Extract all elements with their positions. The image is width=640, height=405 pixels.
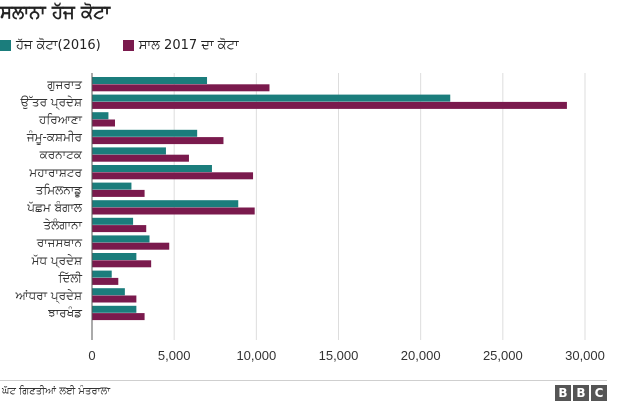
x-tick-label: 0 [88,348,95,363]
category-label: ਹਰਿਆਣਾ [38,113,83,127]
legend: ਹੱਜ ਕੋਟਾ(2016) ਸਾਲ 2017 ਦਾ ਕੋਟਾ [0,38,261,53]
logo-letter-b2: B [573,385,589,401]
category-label: ਦਿੱਲੀ [57,271,82,285]
category-label: ਜੰਮੂ-ਕਸ਼ਮੀਰ [26,130,83,145]
bar-2016 [92,253,137,260]
category-label: ਤੇਲੰਗਾਨਾ [42,218,82,232]
bar-2016 [92,129,198,137]
source-text: ਘੱਟ ਗਿਣਤੀਆਂ ਲਈ ਮੰਤਰਾਲਾ [2,386,111,397]
logo-letter-c: C [591,385,607,401]
bar-2017 [92,313,145,321]
bar-2016 [92,77,208,84]
legend-swatch-2017 [122,40,134,51]
bar-2016 [92,147,166,155]
bar-2017 [92,260,152,268]
bar-2016 [92,182,132,190]
bar-2017 [92,84,270,92]
x-tick-label: 25,000 [483,348,523,363]
category-label: ਮਹਾਰਾਸ਼ਟਰ [28,165,82,179]
legend-item-2017: ਸਾਲ 2017 ਦਾ ਕੋਟਾ [122,38,239,53]
bar-2017 [92,295,137,303]
bar-2016 [92,270,112,278]
category-label: ਰਾਜਸਥਾਨ [36,236,83,250]
bar-2016 [92,200,239,208]
legend-label-2017: ਸਾਲ 2017 ਦਾ ਕੋਟਾ [138,38,239,53]
bar-2016 [92,217,134,225]
bar-2016 [92,112,109,120]
bar-2017 [92,277,119,285]
bar-2016 [92,235,150,243]
bar-2016 [92,288,125,296]
category-label: ਗੁਜਰਾਤ [46,77,82,91]
category-label: ਉੱਤਰ ਪ੍ਰਦੇਸ਼ [20,95,83,110]
x-tick-label: 10,000 [236,348,276,363]
legend-swatch-2016 [0,40,11,51]
category-label: ਕਰਨਾਟਕ [39,148,83,162]
footer-divider [0,380,607,381]
legend-label-2016: ਹੱਜ ਕੋਟਾ(2016) [16,38,101,53]
x-tick-label: 5,000 [158,348,191,363]
bar-2017 [92,154,189,162]
logo-letter-b1: B [555,385,571,401]
bar-2017 [92,119,116,127]
category-label: ਆਂਧਰਾ ਪ੍ਰਦੇਸ਼ [15,289,83,304]
bar-2016 [92,94,451,102]
x-tick-label: 15,000 [319,348,359,363]
bar-2017 [92,207,255,215]
bar-2017 [92,172,254,180]
category-label: ਮੱਧ ਪ੍ਰਦੇਸ਼ [31,253,83,268]
bar-2017 [92,137,224,145]
category-label: ਤਮਿਲਨਾਡੂ [35,183,83,198]
bar-2017 [92,189,145,197]
bar-2016 [92,305,137,313]
x-tick-label: 30,000 [565,348,605,363]
bar-2016 [92,165,212,172]
category-label: ਪੱਛਮ ਬੰਗਾਲ [26,201,83,215]
legend-item-2016: ਹੱਜ ਕੋਟਾ(2016) [0,38,101,53]
chart-title: ਸਲਾਨਾ ਹੱਜ ਕੋਟਾ [0,2,111,23]
bar-2017 [92,101,567,109]
bar-chart: 0 5,000 10,000 15,000 20,000 25,000 30,000 ਗੁਜਰ… [15,73,605,363]
bar-2017 [92,242,170,250]
bar-2017 [92,225,147,233]
x-tick-label: 20,000 [401,348,441,363]
category-label: ਝਾਰਖੰਡ [47,306,83,320]
bbc-logo: B B C [555,385,607,401]
